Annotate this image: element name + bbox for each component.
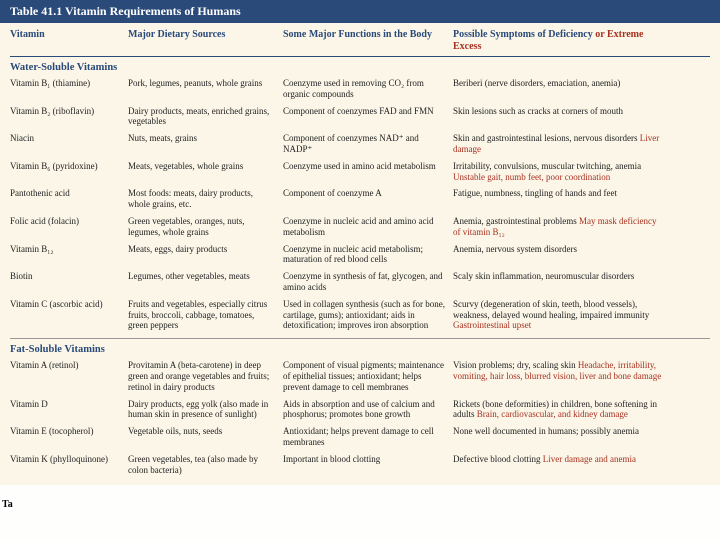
excess-text: Gastrointestinal upset [453, 320, 531, 330]
cell-deficiency: Anemia, gastrointestinal problems May ma… [453, 216, 663, 238]
cell-deficiency: Skin lesions such as cracks at corners o… [453, 106, 663, 128]
cell-sources: Provitamin A (beta-carotene) in deep gre… [128, 360, 283, 392]
excess-text: Unstable gait, numb feet, poor coordinat… [453, 172, 610, 182]
cell-sources: Dairy products, meats, enriched grains, … [128, 106, 283, 128]
cell-vitamin: Niacin [10, 133, 128, 155]
cell-functions: Coenzyme used in removing CO₂ from organ… [283, 78, 453, 100]
cell-functions: Aids in absorption and use of calcium an… [283, 399, 453, 421]
cell-functions: Component of coenzymes NAD⁺ and NADP⁺ [283, 133, 453, 155]
cell-functions: Component of coenzyme A [283, 188, 453, 210]
header-vitamin: Vitamin [10, 29, 128, 52]
excess-text: Liver damage and anemia [540, 454, 635, 464]
table-content: Vitamin Major Dietary Sources Some Major… [0, 23, 720, 485]
table-row: Vitamin B₂ (riboflavin)Dairy products, m… [10, 104, 710, 132]
column-headers: Vitamin Major Dietary Sources Some Major… [10, 23, 710, 57]
header-functions: Some Major Functions in the Body [283, 29, 453, 52]
deficiency-text: Scurvy (degeneration of skin, teeth, blo… [453, 299, 649, 320]
deficiency-text: Anemia, nervous system disorders [453, 244, 577, 254]
cell-functions: Used in collagen synthesis (such as for … [283, 299, 453, 331]
cell-functions: Component of coenzymes FAD and FMN [283, 106, 453, 128]
sections-container: Water-Soluble VitaminsVitamin B₁ (thiami… [10, 57, 710, 479]
table-row: BiotinLegumes, other vegetables, meatsCo… [10, 269, 710, 297]
cell-vitamin: Vitamin E (tocopherol) [10, 426, 128, 448]
table-row: Vitamin B₁ (thiamine)Pork, legumes, pean… [10, 76, 710, 104]
cell-functions: Coenzyme in nucleic acid and amino acid … [283, 216, 453, 238]
cell-functions: Important in blood clotting [283, 454, 453, 476]
cell-deficiency: None well documented in humans; possibly… [453, 426, 663, 448]
cell-sources: Nuts, meats, grains [128, 133, 283, 155]
cell-sources: Vegetable oils, nuts, seeds [128, 426, 283, 448]
cell-vitamin: Vitamin C (ascorbic acid) [10, 299, 128, 331]
deficiency-text: Vision problems; dry, scaling skin [453, 360, 576, 370]
deficiency-text: Skin lesions such as cracks at corners o… [453, 106, 623, 116]
header-deficiency: Possible Symptoms of Deficiency or Extre… [453, 29, 663, 52]
table-row: Vitamin B₁₂Meats, eggs, dairy productsCo… [10, 242, 710, 270]
cell-vitamin: Vitamin B₁₂ [10, 244, 128, 266]
cell-deficiency: Irritability, convulsions, muscular twit… [453, 161, 663, 183]
table-title-bar: Table 41.1 Vitamin Requirements of Human… [0, 0, 720, 23]
cell-vitamin: Vitamin D [10, 399, 128, 421]
excess-text: Brain, cardiovascular, and kidney damage [475, 409, 628, 419]
cell-deficiency: Beriberi (nerve disorders, emaciation, a… [453, 78, 663, 100]
cell-functions: Coenzyme in synthesis of fat, glycogen, … [283, 271, 453, 293]
cell-vitamin: Folic acid (folacin) [10, 216, 128, 238]
cell-deficiency: Rickets (bone deformities) in children, … [453, 399, 663, 421]
cell-functions: Coenzyme in nucleic acid metabolism; mat… [283, 244, 453, 266]
table-row: Vitamin DDairy products, egg yolk (also … [10, 397, 710, 425]
cell-sources: Meats, vegetables, whole grains [128, 161, 283, 183]
side-tab-label: Ta [0, 499, 15, 510]
cell-vitamin: Vitamin B₁ (thiamine) [10, 78, 128, 100]
cell-functions: Coenzyme used in amino acid metabolism [283, 161, 453, 183]
cell-deficiency: Anemia, nervous system disorders [453, 244, 663, 266]
cell-vitamin: Pantothenic acid [10, 188, 128, 210]
deficiency-text: None well documented in humans; possibly… [453, 426, 639, 436]
table-title: Table 41.1 Vitamin Requirements of Human… [10, 4, 241, 18]
cell-deficiency: Scaly skin inflammation, neuromuscular d… [453, 271, 663, 293]
deficiency-text: Anemia, gastrointestinal problems [453, 216, 577, 226]
cell-deficiency: Scurvy (degeneration of skin, teeth, blo… [453, 299, 663, 331]
cell-sources: Dairy products, egg yolk (also made in h… [128, 399, 283, 421]
deficiency-text: Irritability, convulsions, muscular twit… [453, 161, 641, 171]
cell-sources: Meats, eggs, dairy products [128, 244, 283, 266]
table-row: Vitamin K (phylloquinone)Green vegetable… [10, 452, 710, 480]
cell-sources: Legumes, other vegetables, meats [128, 271, 283, 293]
header-deficiency-text: Possible Symptoms of Deficiency [453, 29, 593, 40]
table-row: Vitamin B₆ (pyridoxine)Meats, vegetables… [10, 159, 710, 187]
cell-vitamin: Vitamin A (retinol) [10, 360, 128, 392]
deficiency-text: Skin and gastrointestinal lesions, nervo… [453, 133, 637, 143]
cell-sources: Fruits and vegetables, especially citrus… [128, 299, 283, 331]
table-row: Vitamin E (tocopherol)Vegetable oils, nu… [10, 424, 710, 452]
deficiency-text: Scaly skin inflammation, neuromuscular d… [453, 271, 634, 281]
cell-sources: Pork, legumes, peanuts, whole grains [128, 78, 283, 100]
cell-sources: Green vegetables, tea (also made by colo… [128, 454, 283, 476]
table-row: Pantothenic acidMost foods: meats, dairy… [10, 186, 710, 214]
header-sources: Major Dietary Sources [128, 29, 283, 52]
cell-vitamin: Vitamin B₂ (riboflavin) [10, 106, 128, 128]
section-title: Water-Soluble Vitamins [10, 57, 710, 76]
cell-functions: Antioxidant; helps prevent damage to cel… [283, 426, 453, 448]
section-title: Fat-Soluble Vitamins [10, 339, 710, 358]
table-row: Vitamin C (ascorbic acid)Fruits and vege… [10, 297, 710, 335]
cell-vitamin: Vitamin B₆ (pyridoxine) [10, 161, 128, 183]
cell-deficiency: Fatigue, numbness, tingling of hands and… [453, 188, 663, 210]
deficiency-text: Fatigue, numbness, tingling of hands and… [453, 188, 617, 198]
cell-sources: Green vegetables, oranges, nuts, legumes… [128, 216, 283, 238]
table-row: NiacinNuts, meats, grainsComponent of co… [10, 131, 710, 159]
cell-vitamin: Biotin [10, 271, 128, 293]
vitamin-table-page: Table 41.1 Vitamin Requirements of Human… [0, 0, 720, 540]
deficiency-text: Defective blood clotting [453, 454, 540, 464]
cell-deficiency: Skin and gastrointestinal lesions, nervo… [453, 133, 663, 155]
cell-sources: Most foods: meats, dairy products, whole… [128, 188, 283, 210]
cell-vitamin: Vitamin K (phylloquinone) [10, 454, 128, 476]
cell-deficiency: Defective blood clotting Liver damage an… [453, 454, 663, 476]
table-row: Vitamin A (retinol)Provitamin A (beta-ca… [10, 358, 710, 396]
cell-functions: Component of visual pigments; maintenanc… [283, 360, 453, 392]
deficiency-text: Beriberi (nerve disorders, emaciation, a… [453, 78, 620, 88]
table-row: Folic acid (folacin)Green vegetables, or… [10, 214, 710, 242]
cell-deficiency: Vision problems; dry, scaling skin Heada… [453, 360, 663, 392]
